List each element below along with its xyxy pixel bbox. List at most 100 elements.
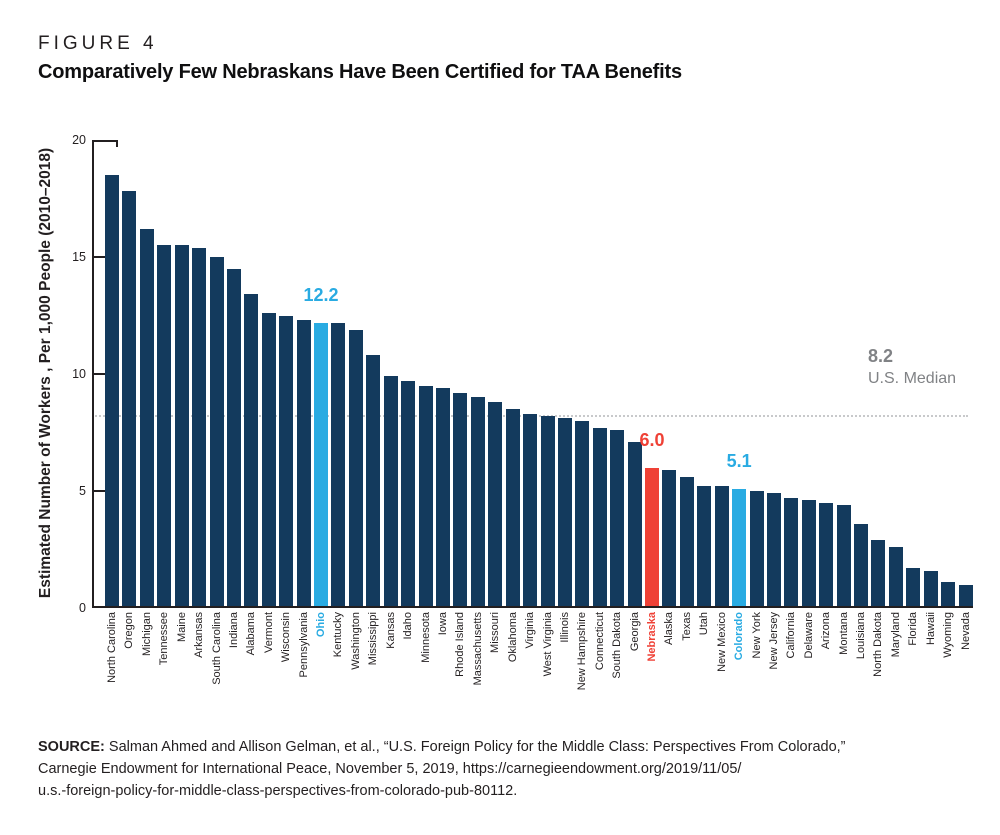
figure-title: Comparatively Few Nebraskans Have Been C…	[38, 61, 682, 83]
bar-washington	[348, 329, 363, 608]
bar-iowa	[435, 388, 450, 608]
bar-new-jersey	[766, 493, 781, 608]
bar-alabama	[244, 294, 259, 608]
x-label-washington: Washington	[349, 612, 362, 670]
bar-oregon	[122, 191, 137, 608]
x-axis-line	[92, 606, 973, 608]
x-label-south-dakota: South Dakota	[611, 612, 624, 679]
x-label-tennessee: Tennessee	[158, 612, 171, 666]
bar-north-dakota	[871, 540, 886, 608]
median-value-label: 8.2	[868, 346, 894, 366]
bar-maine	[174, 245, 189, 608]
x-label-texas: Texas	[680, 612, 693, 641]
bar-pennsylvania	[296, 320, 311, 608]
source-label: SOURCE:	[38, 739, 105, 755]
x-label-new-hampshire: New Hampshire	[576, 612, 589, 691]
x-label-louisiana: Louisiana	[855, 612, 868, 660]
x-label-maine: Maine	[175, 612, 188, 642]
x-label-maryland: Maryland	[889, 612, 902, 658]
y-axis-title: Estimated Number of Workers , Per 1,000 …	[37, 147, 54, 599]
bar-louisiana	[854, 523, 869, 608]
x-label-virginia: Virginia	[524, 612, 537, 649]
bar-new-mexico	[714, 486, 729, 608]
bar-west-virginia	[540, 416, 555, 608]
x-label-hawaii: Hawaii	[924, 612, 937, 646]
figure-label: FIGURE 4	[38, 33, 158, 54]
bar-georgia	[627, 441, 642, 608]
x-label-utah: Utah	[698, 612, 711, 636]
bar-hawaii	[923, 570, 938, 608]
bar-arizona	[819, 502, 834, 608]
x-label-iowa: Iowa	[436, 612, 449, 636]
y-tick-label-0: 0	[79, 601, 86, 615]
x-label-mississippi: Mississippi	[367, 612, 380, 666]
bar-rhode-island	[453, 392, 468, 608]
x-label-new-mexico: New Mexico	[715, 612, 728, 672]
x-label-alaska: Alaska	[663, 612, 676, 646]
bar-indiana	[226, 268, 241, 608]
y-tick-20	[94, 140, 118, 147]
bar-illinois	[557, 418, 572, 608]
x-label-arkansas: Arkansas	[193, 612, 206, 658]
bar-alaska	[662, 469, 677, 608]
x-label-florida: Florida	[907, 612, 920, 646]
x-label-north-dakota: North Dakota	[872, 612, 885, 677]
bar-minnesota	[418, 385, 433, 608]
x-label-new-jersey: New Jersey	[767, 612, 780, 670]
x-label-pennsylvania: Pennsylvania	[297, 612, 310, 678]
x-label-indiana: Indiana	[227, 612, 240, 649]
x-label-arizona: Arizona	[820, 612, 833, 650]
x-label-kansas: Kansas	[384, 612, 397, 649]
bar-texas	[679, 476, 694, 608]
bar-mississippi	[366, 355, 381, 608]
bar-utah	[697, 486, 712, 608]
x-label-michigan: Michigan	[140, 612, 153, 657]
x-label-west-virginia: West Virginia	[541, 612, 554, 677]
bar-north-carolina	[105, 175, 119, 608]
value-annotation-ohio: 12.2	[303, 284, 339, 305]
bar-tennessee	[157, 245, 172, 608]
bar-idaho	[401, 381, 416, 608]
bar-delaware	[801, 500, 816, 608]
source-line-3: u.s.-foreign-policy-for-middle-class-per…	[38, 783, 518, 799]
x-label-north-carolina: North Carolina	[106, 612, 118, 683]
x-label-connecticut: Connecticut	[593, 612, 606, 671]
x-label-nebraska: Nebraska	[646, 612, 659, 662]
bar-wyoming	[941, 582, 956, 608]
x-label-alabama: Alabama	[245, 612, 258, 656]
bar-maryland	[888, 547, 903, 608]
x-label-montana: Montana	[837, 612, 850, 655]
x-label-kentucky: Kentucky	[332, 612, 345, 658]
bar-florida	[906, 568, 921, 608]
x-label-california: California	[785, 612, 798, 659]
median-text-label: U.S. Median	[868, 370, 957, 387]
bar-new-hampshire	[575, 420, 590, 608]
x-label-south-carolina: South Carolina	[210, 612, 223, 685]
bar-south-carolina	[209, 257, 224, 608]
bar-oklahoma	[505, 409, 520, 608]
y-tick-label-5: 5	[79, 484, 86, 498]
x-label-colorado: Colorado	[733, 612, 746, 661]
x-label-oregon: Oregon	[123, 612, 136, 649]
bar-massachusetts	[470, 397, 485, 608]
x-label-oklahoma: Oklahoma	[506, 612, 519, 663]
x-label-wisconsin: Wisconsin	[280, 612, 293, 663]
x-label-missouri: Missouri	[489, 612, 502, 653]
bar-nevada	[958, 584, 973, 608]
y-tick-label-15: 15	[72, 250, 86, 264]
x-label-minnesota: Minnesota	[419, 612, 432, 663]
x-label-vermont: Vermont	[262, 612, 275, 653]
bar-colorado	[732, 488, 747, 608]
bar-south-dakota	[610, 430, 625, 608]
x-label-wyoming: Wyoming	[942, 612, 955, 658]
median-annotation: 8.2 U.S. Median	[868, 346, 956, 388]
bar-missouri	[488, 402, 503, 608]
bar-california	[784, 498, 799, 608]
bar-kentucky	[331, 322, 346, 608]
bar-ohio	[314, 322, 329, 608]
x-label-georgia: Georgia	[628, 612, 641, 652]
y-axis-line	[92, 140, 94, 608]
value-annotation-colorado: 5.1	[726, 450, 752, 471]
y-tick-label-20: 20	[72, 133, 86, 147]
